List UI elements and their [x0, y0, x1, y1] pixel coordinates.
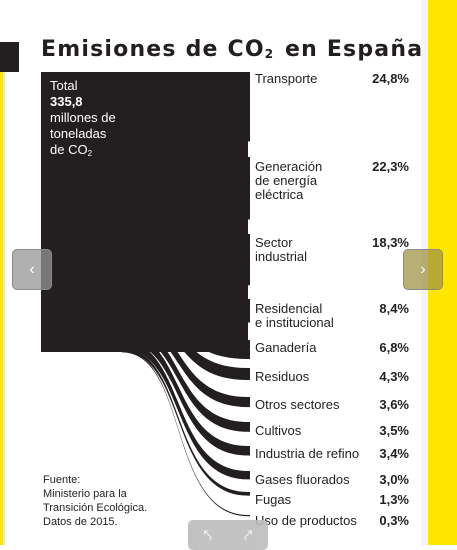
category-percentage: 4,3% — [379, 369, 409, 384]
category-label: Cultivos — [255, 424, 301, 438]
category-percentage: 3,5% — [379, 423, 409, 438]
flow-3 — [178, 203, 248, 286]
flow-4 — [106, 255, 248, 323]
sankey-flows — [106, 72, 250, 517]
flow-end-1 — [248, 72, 250, 142]
flow-end-12 — [248, 515, 250, 517]
chart-title: Emisiones de CO2 en España — [41, 37, 424, 62]
flow-end-10 — [248, 471, 250, 480]
left-page-edge-black — [0, 42, 19, 72]
previous-page-button[interactable]: ‹ — [12, 249, 52, 290]
flow-end-2 — [248, 157, 250, 220]
flow-7 — [112, 309, 248, 408]
category-percentage: 24,8% — [372, 71, 409, 86]
chevron-left-icon: ‹ — [29, 260, 35, 278]
category-label: Residuos — [255, 370, 309, 384]
source-note: Fuente: Ministerio para la Transición Ec… — [43, 474, 148, 528]
flow-end-5 — [248, 340, 250, 360]
flow-2 — [178, 141, 248, 220]
chevron-right-icon: › — [420, 260, 426, 278]
expand-icon[interactable]: ⤤ — [243, 526, 253, 544]
total-value: 335,8 — [50, 94, 83, 109]
category-label-line: Sector — [255, 235, 293, 250]
category-label: Residencial e institucional — [255, 302, 334, 330]
category-label-line: industrial — [255, 249, 308, 264]
category-percentage: 3,0% — [379, 472, 409, 487]
category-label-line: Generación — [255, 159, 323, 174]
category-label-line: Otros sectores — [255, 397, 340, 412]
category-label-line: Cultivos — [255, 423, 302, 438]
flow-end-3 — [248, 234, 250, 286]
flow-end-4 — [248, 299, 250, 323]
category-percentage: 8,4% — [379, 301, 409, 316]
flow-end-9 — [248, 446, 250, 456]
category-label-line: Gases fluorados — [255, 472, 350, 487]
flow-end-11 — [248, 492, 250, 496]
category-label-line: eléctrica — [255, 187, 304, 202]
category-percentage: 3,6% — [379, 397, 409, 412]
left-page-edge-shadow — [3, 72, 5, 545]
flow-5 — [108, 278, 248, 360]
flow-end-7 — [248, 397, 250, 408]
category-percentage: 1,3% — [379, 492, 409, 507]
category-percentage: 6,8% — [379, 340, 409, 355]
category-percentage: 0,3% — [379, 513, 409, 528]
category-label-line: de energía — [255, 173, 318, 188]
category-label: Fugas — [255, 493, 291, 507]
category-percentage: 18,3% — [372, 235, 409, 250]
category-label: Generación de energía eléctrica — [255, 160, 322, 202]
category-label: Sector industrial — [255, 236, 307, 264]
flow-end-6 — [248, 368, 250, 381]
category-label: Gases fluorados — [255, 473, 350, 487]
category-label-line: Uso de productos — [255, 513, 357, 528]
total-label: Total 335,8 millones de toneladas de CO2 — [50, 78, 150, 160]
next-page-button[interactable]: › — [403, 249, 443, 290]
category-label-line: Ganadería — [255, 340, 317, 355]
category-label-line: Transporte — [255, 71, 318, 86]
category-label: Uso de productos — [255, 514, 357, 528]
category-percentage: 3,4% — [379, 446, 409, 461]
flow-end-8 — [248, 422, 250, 432]
left-page-edge-yellow — [0, 72, 3, 545]
category-label-line: Residencial — [255, 301, 323, 316]
collapse-icon[interactable]: ⤣ — [203, 526, 213, 544]
category-label-line: Fugas — [255, 492, 292, 507]
flow-6 — [110, 297, 248, 381]
category-label: Ganadería — [255, 341, 316, 355]
category-percentage: 22,3% — [372, 159, 409, 174]
flow-8 — [114, 319, 248, 432]
category-label-line: e institucional — [255, 315, 334, 330]
bottom-toolbar[interactable]: ⤣ ⤤ — [188, 520, 268, 550]
category-label: Transporte — [255, 72, 317, 86]
category-label: Otros sectores — [255, 398, 340, 412]
category-label-line: Residuos — [255, 369, 310, 384]
category-label-line: Industria de refino — [255, 446, 360, 461]
category-label: Industria de refino — [255, 447, 359, 461]
